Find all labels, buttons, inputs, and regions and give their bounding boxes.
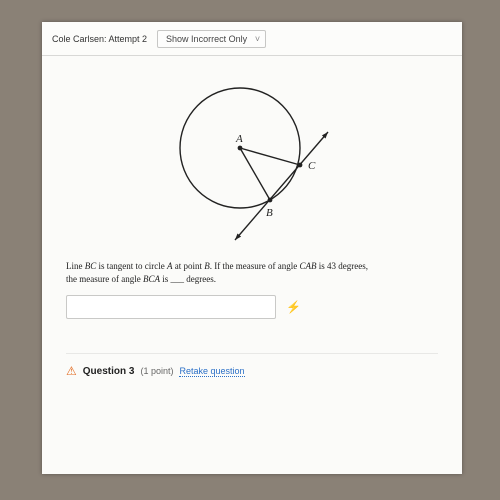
warning-icon: ⚠ xyxy=(66,364,77,378)
question-bar: ⚠ Question 3 (1 point) Retake question xyxy=(66,353,438,378)
problem-text: Line BC is tangent to circle A at point … xyxy=(66,260,438,285)
answer-row: ⚡ xyxy=(66,295,438,319)
svg-text:A: A xyxy=(235,133,243,145)
retake-link[interactable]: Retake question xyxy=(179,366,244,377)
exam-window: Cole Carlsen: Attempt 2 Show Incorrect O… xyxy=(42,22,462,474)
question-points: (1 point) xyxy=(140,366,173,376)
lightning-icon[interactable]: ⚡ xyxy=(286,300,301,314)
dropdown-label: Show Incorrect Only xyxy=(166,34,247,44)
content-area: A B C Line BC is tangent to circle A at po… xyxy=(42,56,462,378)
filter-dropdown[interactable]: Show Incorrect Only ˅ xyxy=(157,30,266,48)
question-label: Question 3 xyxy=(83,366,135,377)
figure-wrap: A B C xyxy=(66,66,438,260)
circle-tangent-diagram: A B C xyxy=(152,70,352,250)
svg-text:C: C xyxy=(308,160,316,172)
attempt-label: Cole Carlsen: Attempt 2 xyxy=(52,34,147,44)
topbar: Cole Carlsen: Attempt 2 Show Incorrect O… xyxy=(42,22,462,56)
svg-text:B: B xyxy=(266,207,273,219)
chevron-down-icon: ˅ xyxy=(255,34,260,44)
answer-input[interactable] xyxy=(66,295,276,319)
